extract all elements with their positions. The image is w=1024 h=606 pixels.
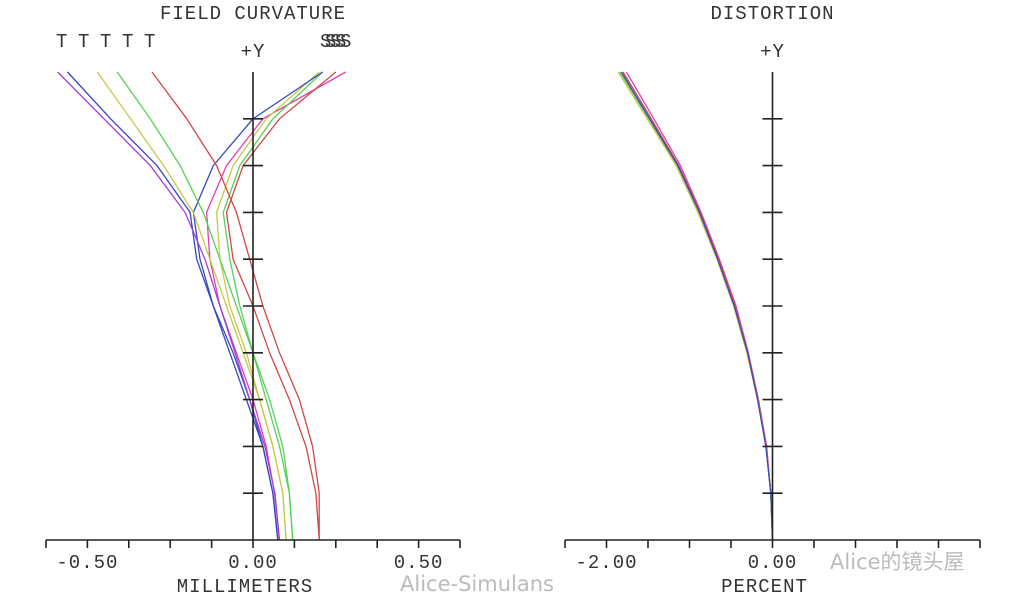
- watermark: Alice-Simulans: [400, 572, 554, 596]
- curve: [96, 71, 287, 541]
- y-axis-label: +Y: [241, 41, 266, 63]
- legend-entry: S: [320, 31, 332, 53]
- legend-entry: T: [56, 31, 68, 53]
- legend-entry: S: [335, 31, 347, 53]
- legend-entry: T: [122, 31, 134, 53]
- y-axis-label: +Y: [760, 41, 785, 63]
- curve: [225, 71, 337, 541]
- x-tick-label: 0.00: [228, 552, 278, 574]
- curve: [620, 71, 774, 541]
- x-tick-label: 0.50: [394, 552, 444, 574]
- curve: [625, 71, 774, 541]
- legend-entry: S: [325, 31, 337, 53]
- curve: [116, 71, 294, 541]
- legend-entry: T: [144, 31, 156, 53]
- x-tick-label: -2.00: [575, 552, 637, 574]
- curve: [222, 71, 324, 541]
- legend-entry: T: [78, 31, 90, 53]
- chart-title: DISTORTION: [710, 3, 834, 25]
- x-tick-label: -0.50: [56, 552, 118, 574]
- x-tick-label: 0.00: [748, 552, 798, 574]
- x-axis-label: MILLIMETERS: [177, 576, 313, 598]
- chart-title: FIELD CURVATURE: [160, 3, 346, 25]
- legend-entry: S: [330, 31, 342, 53]
- watermark: Alice的镜头屋: [830, 550, 965, 574]
- curve: [151, 71, 320, 540]
- curve: [617, 71, 774, 541]
- x-axis-label: PERCENT: [721, 576, 808, 598]
- curve: [619, 71, 774, 541]
- curve: [57, 71, 281, 541]
- legend-entry: S: [340, 31, 352, 53]
- legend-entry: T: [100, 31, 112, 53]
- curve: [67, 71, 279, 541]
- curve: [205, 71, 347, 541]
- curve: [622, 71, 774, 541]
